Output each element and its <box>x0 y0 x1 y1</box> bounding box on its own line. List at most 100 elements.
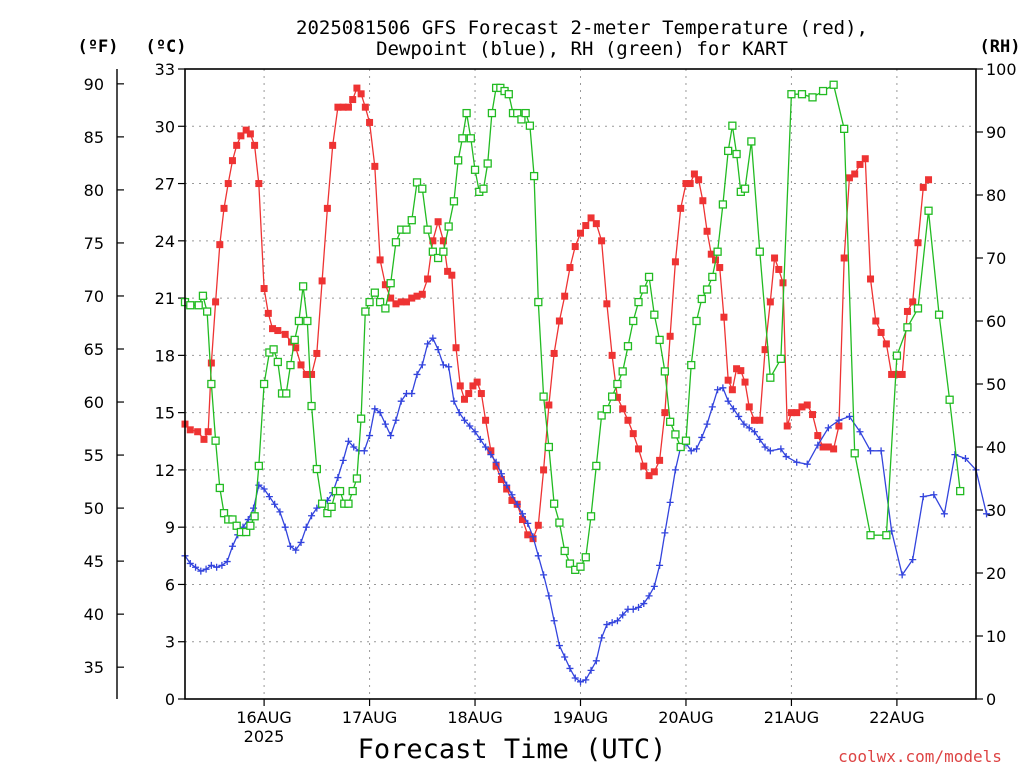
dewpoint-point <box>381 420 389 428</box>
temperature-point <box>699 197 707 205</box>
rh-point <box>687 360 696 370</box>
rh-point <box>634 297 643 307</box>
temperature-point <box>830 445 838 453</box>
rh-point <box>269 345 278 354</box>
temperature-point <box>695 176 703 184</box>
rh-point <box>391 238 401 247</box>
dewpoint-point <box>192 563 200 571</box>
rh-point <box>747 137 756 146</box>
temperature-point <box>635 445 643 453</box>
dewpoint-point <box>503 481 511 489</box>
rh-point <box>697 294 706 304</box>
time-tick-label: 21AUG <box>764 708 819 727</box>
temperature-point <box>728 386 736 394</box>
dewpoint-point <box>714 386 722 394</box>
rh-point <box>370 288 379 297</box>
rh-point <box>470 165 480 174</box>
temperature-point <box>914 239 922 247</box>
dewpoint-point <box>729 405 737 413</box>
dewpoint-point <box>608 619 616 627</box>
rh-point <box>592 461 601 471</box>
rh-point <box>539 392 548 401</box>
rh-point <box>407 216 416 225</box>
temperature-point <box>334 103 342 111</box>
dewpoint-point <box>561 653 569 661</box>
time-tick-label: 17AUG <box>342 708 397 727</box>
rh-point <box>242 527 251 537</box>
rh-point <box>246 521 255 530</box>
rh-point <box>565 559 575 568</box>
celsius-tick-label: 6 <box>165 575 175 594</box>
dewpoint-point <box>350 443 358 451</box>
dewpoint-point <box>951 451 959 459</box>
temperature-point <box>260 285 268 293</box>
rh-point <box>386 279 395 288</box>
temperature-point <box>775 265 783 273</box>
dewpoint-point <box>213 563 221 571</box>
x-axis-title: Forecast Time (UTC) <box>358 734 667 765</box>
dewpoint-point <box>756 435 764 443</box>
temperature-point <box>452 344 460 352</box>
rh-point <box>623 342 633 351</box>
temperature-point <box>448 271 456 279</box>
source-credit: coolwx.com/models <box>838 747 1002 766</box>
dewpoint-point <box>445 363 453 371</box>
temperature-point <box>224 180 232 188</box>
rh-point <box>487 108 497 118</box>
temperature-point <box>645 472 653 480</box>
dewpoint-point <box>603 621 611 629</box>
dewpoint-point <box>460 416 468 424</box>
rh-point <box>560 546 569 556</box>
temperature-point <box>237 132 245 140</box>
temperature-point <box>397 298 405 306</box>
rh-point <box>650 310 659 319</box>
dewpoint-point <box>376 409 384 417</box>
temperature-point <box>323 204 331 212</box>
dewpoint-point <box>308 512 316 520</box>
fahrenheit-tick-label: 55 <box>84 446 104 465</box>
temperature-point <box>200 435 208 443</box>
rh-point <box>303 316 312 326</box>
temperature-point <box>376 256 384 264</box>
dewpoint-point <box>334 474 342 482</box>
temperature-point <box>577 229 584 237</box>
temperature-point <box>677 204 685 212</box>
temperature-point <box>640 462 648 470</box>
rh-point <box>586 512 596 521</box>
dewpoint-point <box>814 441 822 449</box>
dewpoint-point <box>545 592 553 600</box>
temperature-point <box>344 103 352 111</box>
temperature-point <box>274 327 282 335</box>
time-tick-label: 18AUG <box>447 708 502 727</box>
temperature-point <box>761 346 769 354</box>
rh-point <box>198 291 208 300</box>
rh-tick-label: 60 <box>986 312 1006 331</box>
time-tick-label: 20AUG <box>658 708 713 727</box>
dewpoint-point <box>719 384 727 392</box>
temperature-point <box>503 485 511 493</box>
dewpoint-point <box>534 552 542 560</box>
dewpoint-point <box>302 523 310 531</box>
dewpoint-point <box>587 666 595 674</box>
temperature-point <box>603 300 611 308</box>
temperature-point <box>418 290 426 298</box>
temperature-point <box>297 361 305 369</box>
rh-point <box>307 401 316 411</box>
rh-point <box>644 272 654 282</box>
plot-frame <box>184 68 977 700</box>
rh-point <box>924 206 933 215</box>
fahrenheit-tick-label: 45 <box>84 552 104 571</box>
rh-point <box>818 86 828 96</box>
temperature-point <box>392 300 400 308</box>
rh-point <box>718 200 728 209</box>
rh-tick-label: 90 <box>986 123 1006 142</box>
temperature-point <box>242 126 250 134</box>
rh-point <box>194 301 203 310</box>
dewpoint-point <box>223 558 231 566</box>
temperature-point <box>349 96 357 104</box>
celsius-tick-label: 24 <box>155 232 175 251</box>
dewpoint-point <box>671 466 679 474</box>
dewpoint-point <box>260 485 268 493</box>
rh-tick-label: 10 <box>986 627 1006 646</box>
rh-point <box>348 486 357 496</box>
